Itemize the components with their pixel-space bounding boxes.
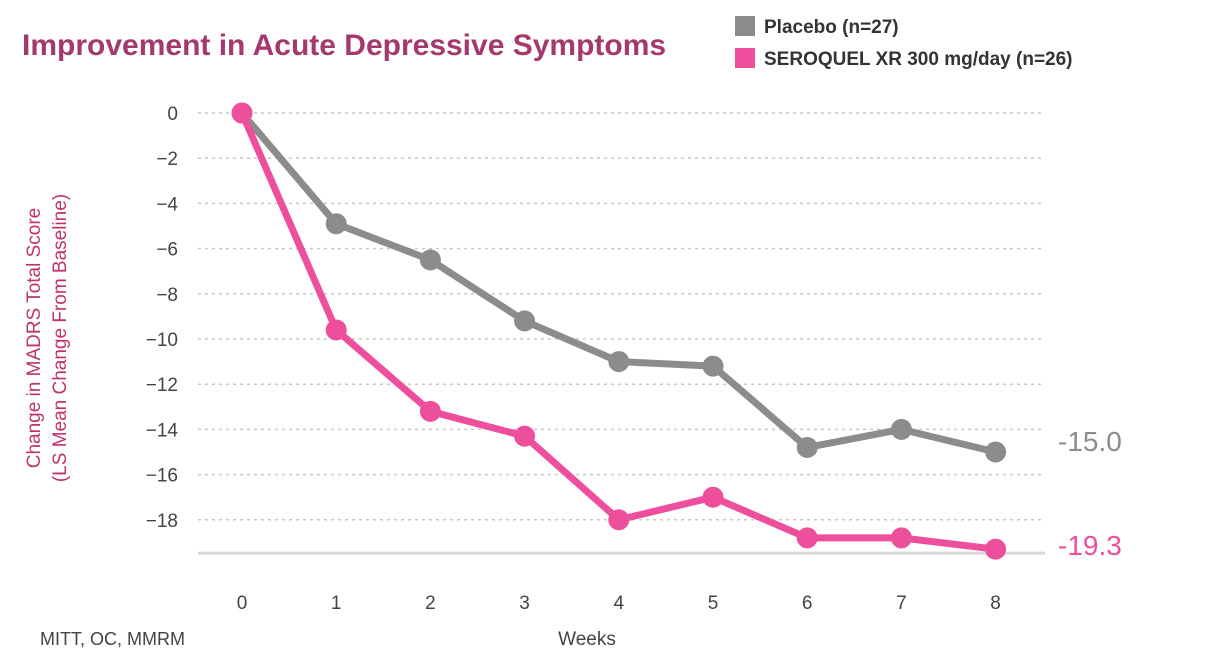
- y-tick-label: −4: [156, 194, 178, 215]
- x-tick-label: 4: [614, 593, 625, 614]
- end-labels: -15.0 -19.3: [1058, 426, 1122, 561]
- x-axis-ticks: 0 1 2 3 4 5 6 7 8: [237, 593, 1001, 614]
- y-tick-label: −8: [156, 285, 178, 306]
- series-line: [238, 109, 1000, 553]
- data-point: [419, 249, 441, 271]
- data-point: [325, 213, 347, 235]
- data-point: [890, 418, 912, 440]
- data-point: [796, 436, 818, 458]
- x-tick-label: 3: [519, 593, 530, 614]
- legend-swatch-placebo: [735, 16, 755, 36]
- x-tick-label: 1: [331, 593, 342, 614]
- x-tick-label: 6: [802, 593, 813, 614]
- data-point: [985, 441, 1007, 463]
- series-0: [231, 102, 1007, 463]
- y-tick-label: 0: [167, 104, 178, 125]
- data-point: [890, 527, 912, 549]
- chart-title: Improvement in Acute Depressive Symptoms: [22, 29, 666, 62]
- y-tick-label: −10: [146, 330, 178, 351]
- series-lines: [231, 102, 1007, 560]
- y-axis-label-line-1: Change in MADRS Total Score: [24, 208, 45, 469]
- series-1: [231, 102, 1007, 560]
- legend-swatch-seroquel: [735, 48, 755, 68]
- x-tick-label: 2: [425, 593, 436, 614]
- y-tick-label: −16: [146, 466, 178, 487]
- y-tick-label: −12: [146, 375, 178, 396]
- x-axis-label: Weeks: [558, 629, 616, 650]
- y-axis-label: Change in MADRS Total Score (LS Mean Cha…: [24, 194, 71, 482]
- data-point: [514, 310, 536, 332]
- data-point: [231, 102, 253, 124]
- legend-label-placebo: Placebo (n=27): [764, 17, 899, 38]
- data-point: [796, 527, 818, 549]
- y-tick-label: −14: [146, 420, 179, 441]
- data-point: [985, 538, 1007, 560]
- footnote: MITT, OC, MMRM: [40, 629, 185, 649]
- y-tick-label: −18: [146, 511, 178, 532]
- data-point: [514, 425, 536, 447]
- data-point: [608, 351, 630, 373]
- end-value-label: -19.3: [1058, 530, 1122, 561]
- data-point: [702, 355, 724, 377]
- x-tick-label: 8: [990, 593, 1001, 614]
- x-tick-label: 0: [237, 593, 248, 614]
- y-axis-label-line-2: (LS Mean Change From Baseline): [50, 194, 71, 482]
- y-axis-ticks: 0 −2 −4 −6 −8 −10 −12 −14 −16 −18: [146, 104, 179, 532]
- x-tick-label: 7: [896, 593, 907, 614]
- x-tick-label: 5: [708, 593, 719, 614]
- data-point: [419, 400, 441, 422]
- series-line: [238, 109, 1000, 456]
- gridlines: [198, 112, 1045, 555]
- y-tick-label: −6: [156, 240, 178, 261]
- legend-label-seroquel: SEROQUEL XR 300 mg/day (n=26): [764, 49, 1073, 70]
- legend: Placebo (n=27) SEROQUEL XR 300 mg/day (n…: [735, 16, 1073, 70]
- end-value-label: -15.0: [1058, 426, 1122, 457]
- data-point: [325, 319, 347, 341]
- y-tick-label: −2: [156, 149, 178, 170]
- data-point: [608, 509, 630, 531]
- data-point: [702, 486, 724, 508]
